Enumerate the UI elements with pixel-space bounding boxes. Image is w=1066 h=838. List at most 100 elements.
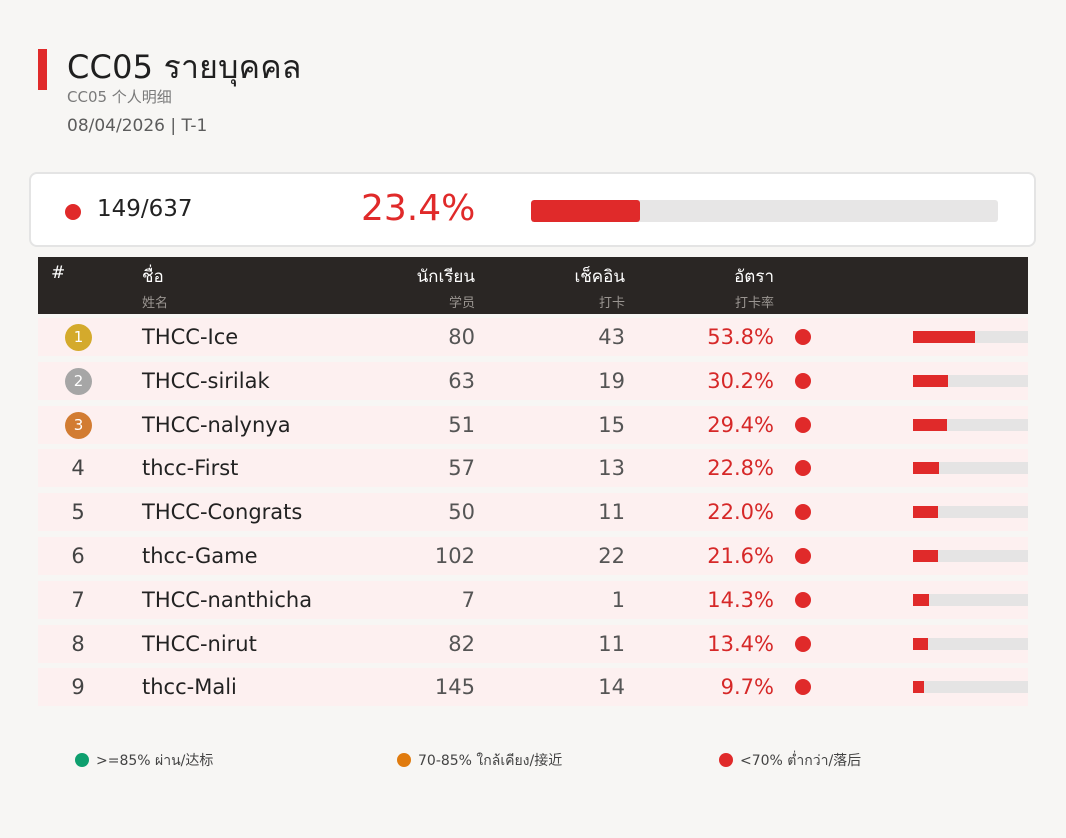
rank-medal-gold: 1 — [65, 324, 92, 351]
legend-pass-label: >=85% ผ่าน/达标 — [96, 753, 214, 769]
row-status-dot — [795, 373, 811, 389]
row-rate-bar-fill — [913, 506, 939, 518]
rank-medal-silver: 2 — [65, 368, 92, 395]
col-header-checkins: เช็คอิน 打卡 — [518, 263, 625, 311]
row-name: THCC-Ice — [142, 325, 239, 349]
summary-progress-fill — [531, 200, 641, 222]
row-rank: 8 — [71, 632, 85, 656]
row-rate-bar-fill — [913, 638, 929, 650]
row-rate-bar-fill — [913, 550, 938, 562]
col-header-rate-label: อัตรา — [734, 267, 774, 287]
row-rank: 7 — [71, 588, 85, 612]
row-checkins: 11 — [598, 632, 625, 656]
row-checkins: 43 — [598, 325, 625, 349]
row-rate: 21.6% — [707, 544, 774, 568]
row-rate-bar-fill — [913, 462, 940, 474]
row-rate-bar-track — [913, 550, 1028, 562]
row-rank: 5 — [71, 500, 85, 524]
row-rate-bar-track — [913, 331, 1028, 343]
row-rate-bar-track — [913, 594, 1028, 606]
row-checkins: 1 — [611, 588, 625, 612]
row-name: THCC-sirilak — [142, 369, 270, 393]
row-students: 50 — [448, 500, 475, 524]
summary-card: 149/637 23.4% — [29, 172, 1036, 247]
rank-medal-bronze: 3 — [65, 412, 92, 439]
summary-percent: 23.4% — [361, 188, 476, 229]
table-row: 3 THCC-nalynya 51 15 29.4% — [38, 406, 1028, 444]
col-header-rank: # — [51, 263, 65, 283]
row-students: 145 — [434, 675, 475, 699]
legend-near-label: 70-85% ใกล้เคียง/接近 — [418, 753, 563, 769]
col-header-name-label: ชื่อ — [142, 267, 164, 287]
row-rate-bar-fill — [913, 331, 975, 343]
legend-behind-dot — [719, 753, 733, 767]
table-row: 2 THCC-sirilak 63 19 30.2% — [38, 362, 1028, 400]
col-header-name: ชื่อ 姓名 — [142, 263, 168, 311]
row-status-dot — [795, 329, 811, 345]
row-rate: 30.2% — [707, 369, 774, 393]
row-checkins: 19 — [598, 369, 625, 393]
row-name: THCC-nalynya — [142, 413, 291, 437]
row-rate-bar-fill — [913, 375, 948, 387]
row-rate: 29.4% — [707, 413, 774, 437]
row-students: 63 — [448, 369, 475, 393]
col-header-rank-label: # — [51, 263, 66, 283]
col-header-students-label: นักเรียน — [416, 267, 475, 287]
table-row: 5 THCC-Congrats 50 11 22.0% — [38, 493, 1028, 531]
row-rate: 13.4% — [707, 632, 774, 656]
col-header-rate-sublabel: 打卡率 — [734, 296, 774, 311]
row-rate-bar-track — [913, 419, 1028, 431]
row-checkins: 22 — [598, 544, 625, 568]
legend-pass-dot — [75, 753, 89, 767]
row-students: 82 — [448, 632, 475, 656]
row-rank: 4 — [71, 456, 85, 480]
row-status-dot — [795, 417, 811, 433]
row-rate-bar-track — [913, 638, 1028, 650]
table-row: 8 THCC-nirut 82 11 13.4% — [38, 625, 1028, 663]
table-row: 1 THCC-Ice 80 43 53.8% — [38, 318, 1028, 356]
row-rate-bar-fill — [913, 681, 925, 693]
row-name: thcc-Game — [142, 544, 258, 568]
row-status-dot — [795, 679, 811, 695]
row-status-dot — [795, 504, 811, 520]
title-accent-bar — [38, 49, 47, 90]
col-header-students: นักเรียน 学员 — [368, 263, 475, 311]
table-header: # ชื่อ 姓名 นักเรียน 学员 เช็คอิน 打卡 อัตรา 打… — [38, 257, 1028, 314]
table-row: 9 thcc-Mali 145 14 9.7% — [38, 668, 1028, 706]
table-row: 6 thcc-Game 102 22 21.6% — [38, 537, 1028, 575]
col-header-students-sublabel: 学员 — [448, 296, 475, 311]
page-title: CC05 รายบุคคล — [67, 48, 302, 86]
row-rate-bar-fill — [913, 419, 947, 431]
row-name: thcc-Mali — [142, 675, 237, 699]
row-rate: 9.7% — [720, 675, 774, 699]
legend-behind: <70% ต่ำกว่า/落后 — [719, 750, 861, 772]
col-header-rate: อัตรา 打卡率 — [668, 263, 774, 311]
legend-near: 70-85% ใกล้เคียง/接近 — [397, 750, 562, 772]
row-rank: 6 — [71, 544, 85, 568]
row-status-dot — [795, 636, 811, 652]
summary-status-dot — [65, 204, 81, 220]
col-header-name-sublabel: 姓名 — [142, 296, 169, 311]
summary-count: 149/637 — [97, 196, 193, 222]
row-rate-bar-track — [913, 375, 1028, 387]
row-checkins: 11 — [598, 500, 625, 524]
row-name: THCC-nirut — [142, 632, 257, 656]
row-students: 102 — [434, 544, 475, 568]
row-checkins: 14 — [598, 675, 625, 699]
row-rate-bar-track — [913, 462, 1028, 474]
col-header-checkins-label: เช็คอิน — [574, 267, 625, 287]
row-status-dot — [795, 592, 811, 608]
row-name: THCC-Congrats — [142, 500, 303, 524]
row-status-dot — [795, 548, 811, 564]
row-students: 51 — [448, 413, 475, 437]
row-rate-bar-track — [913, 506, 1028, 518]
row-students: 7 — [461, 588, 475, 612]
legend-near-dot — [397, 753, 411, 767]
row-rate-bar-track — [913, 681, 1028, 693]
row-name: thcc-First — [142, 456, 239, 480]
table-row: 7 THCC-nanthicha 7 1 14.3% — [38, 581, 1028, 619]
legend-pass: >=85% ผ่าน/达标 — [75, 750, 213, 772]
row-students: 57 — [448, 456, 475, 480]
col-header-checkins-sublabel: 打卡 — [598, 296, 625, 311]
page-subtitle: CC05 个人明细 — [67, 88, 172, 106]
